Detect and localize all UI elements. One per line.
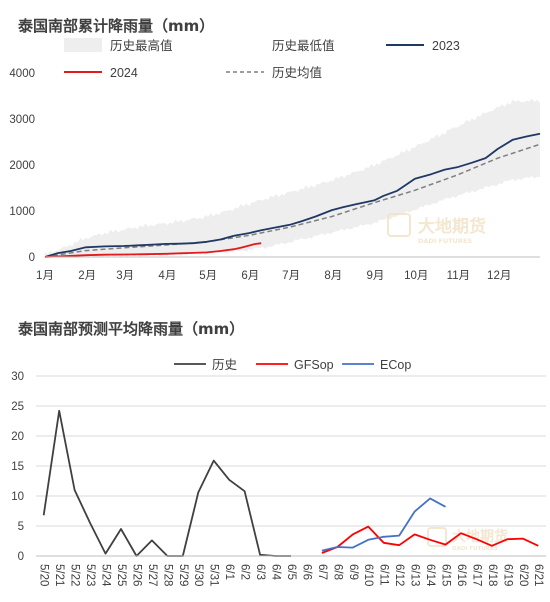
chart2-x-tick-label: 6/17 bbox=[470, 564, 482, 586]
chart1-x-tick-label: 12月 bbox=[487, 270, 511, 282]
chart2-x-tick-label: 6/8 bbox=[331, 564, 343, 580]
chart1-x-tick-label: 11月 bbox=[447, 270, 470, 282]
chart2-y-tick-label: 10 bbox=[11, 491, 24, 503]
chart2-x-tick-label: 6/6 bbox=[300, 564, 312, 580]
chart2-x-tick-label: 6/5 bbox=[285, 564, 297, 580]
chart2-x-tick-label: 6/7 bbox=[316, 564, 328, 580]
chart1-x-tick-label: 5月 bbox=[199, 270, 217, 282]
chart2-x-tick-label: 5/26 bbox=[130, 564, 142, 586]
chart2-x-tick-label: 6/11 bbox=[378, 564, 390, 586]
chart1-x-tick-label: 10月 bbox=[404, 270, 428, 282]
chart2-watermark-subtext: DADI FUTURES bbox=[452, 546, 498, 552]
chart1-y-tick-label: 1000 bbox=[9, 206, 35, 218]
chart1-x-tick-label: 1月 bbox=[36, 270, 54, 282]
legend-label-history: 历史 bbox=[212, 358, 238, 372]
chart2-watermark: 大地期货 DADI FUTURES bbox=[427, 527, 508, 552]
legend-swatch-min bbox=[226, 38, 264, 52]
legend-label-2023: 2023 bbox=[432, 39, 460, 53]
chart2-series-lines bbox=[42, 409, 539, 557]
legend-label-2024: 2024 bbox=[110, 66, 138, 80]
chart2-x-tick-label: 6/18 bbox=[486, 564, 498, 586]
chart2-y-tick-label: 15 bbox=[11, 461, 24, 473]
chart1-x-tick-label: 7月 bbox=[282, 270, 300, 282]
chart2-x-tick-label: 5/28 bbox=[161, 564, 173, 586]
chart2-x-tick-label: 6/10 bbox=[362, 564, 374, 586]
chart2-legend: 历史 GFSop ECop bbox=[174, 358, 411, 372]
chart2-gridlines bbox=[36, 375, 546, 527]
chart2-x-tick-label: 5/21 bbox=[53, 564, 65, 586]
legend-label-min: 历史最低值 bbox=[272, 38, 335, 53]
chart2-x-tick-label: 5/25 bbox=[115, 564, 127, 586]
chart2-x-tick-label: 6/4 bbox=[270, 564, 282, 581]
chart2-axes: 0 5 10 15 20 25 30 5/20 5/21 5/22 5/23 5/24 5/25 5/26… bbox=[11, 371, 546, 587]
chart2-y-tick-label: 25 bbox=[11, 401, 24, 413]
chart2-y-tick-label: 30 bbox=[11, 371, 24, 383]
chart1-x-tick-label: 2月 bbox=[78, 270, 96, 282]
chart2-x-tick-label: 5/24 bbox=[100, 564, 112, 587]
chart2-x-tick-label: 5/22 bbox=[69, 564, 81, 586]
chart2-x-tick-label: 5/23 bbox=[84, 564, 96, 586]
chart1-title: 泰国南部累计降雨量（mm） bbox=[17, 17, 214, 35]
chart1-y-tick-label: 4000 bbox=[9, 68, 35, 80]
chart2-x-tick-label: 6/13 bbox=[409, 564, 421, 586]
series-line-ecop bbox=[321, 497, 446, 552]
legend-label-ec: ECop bbox=[380, 358, 411, 372]
chart2-x-tick-label: 6/1 bbox=[223, 564, 235, 580]
series-line-gfsop bbox=[321, 525, 539, 554]
legend-label-max: 历史最高值 bbox=[110, 38, 173, 53]
series-line-2023 bbox=[44, 132, 541, 258]
cumulative-rainfall-chart: 泰国南部累计降雨量（mm） 历史最高值 历史最低值 2023 2024 历史均值… bbox=[9, 17, 541, 282]
chart1-y-tick-label: 3000 bbox=[9, 114, 35, 126]
chart2-x-tick-label: 5/27 bbox=[146, 564, 158, 586]
chart2-watermark-text: 大地期货 bbox=[452, 528, 508, 545]
legend-label-gfs: GFSop bbox=[294, 358, 334, 372]
chart2-x-tick-label: 5/29 bbox=[177, 564, 189, 586]
series-line-history bbox=[42, 409, 291, 557]
chart2-y-tick-label: 5 bbox=[18, 521, 24, 533]
chart1-series-lines bbox=[44, 132, 541, 258]
watermark-logo-icon bbox=[387, 213, 411, 237]
chart1-x-tick-label: 3月 bbox=[116, 270, 134, 282]
chart1-watermark: 大地期货 DADI FUTURES bbox=[387, 213, 486, 245]
legend-swatch-max bbox=[64, 38, 102, 52]
chart2-x-tick-label: 6/9 bbox=[347, 564, 359, 580]
chart2-x-tick-label: 6/2 bbox=[239, 564, 251, 580]
chart2-title: 泰国南部预测平均降雨量（mm） bbox=[17, 320, 244, 338]
chart2-x-tick-label: 6/12 bbox=[393, 564, 405, 586]
chart2-y-tick-label: 0 bbox=[18, 551, 24, 563]
chart2-x-tick-label: 6/21 bbox=[532, 564, 544, 586]
chart2-x-tick-label: 6/20 bbox=[517, 564, 529, 586]
historical-range-area bbox=[45, 98, 540, 257]
chart1-historical-band bbox=[45, 98, 540, 257]
chart2-x-tick-label: 5/30 bbox=[192, 564, 204, 586]
watermark-logo-icon bbox=[427, 527, 447, 547]
forecast-rainfall-chart: 泰国南部预测平均降雨量（mm） 历史 GFSop ECop 大地期货 DADI … bbox=[11, 320, 546, 587]
chart2-x-tick-label: 5/31 bbox=[208, 564, 220, 586]
chart2-y-tick-label: 20 bbox=[11, 431, 24, 443]
chart1-x-tick-label: 6月 bbox=[241, 270, 259, 282]
chart2-x-tick-label: 5/20 bbox=[38, 564, 50, 586]
chart1-axes: 0 1000 2000 3000 4000 1月 2月 3月 4月 5月 6月 7月 8月 9月 10月 11… bbox=[9, 68, 540, 282]
chart1-y-tick-label: 2000 bbox=[9, 160, 35, 172]
chart2-x-tick-label: 6/3 bbox=[254, 564, 266, 580]
chart1-x-tick-label: 8月 bbox=[324, 270, 342, 282]
legend-label-avg: 历史均值 bbox=[272, 65, 322, 80]
chart1-legend: 历史最高值 历史最低值 2023 2024 历史均值 bbox=[64, 38, 460, 80]
chart1-watermark-subtext: DADI FUTURES bbox=[418, 237, 472, 245]
chart2-x-tick-label: 6/15 bbox=[440, 564, 452, 586]
chart1-watermark-text: 大地期货 bbox=[418, 216, 486, 237]
chart2-x-tick-label: 6/16 bbox=[455, 564, 467, 586]
chart2-x-tick-label: 6/14 bbox=[424, 564, 436, 587]
chart2-x-tick-label: 6/19 bbox=[501, 564, 513, 586]
chart1-y-tick-label: 0 bbox=[29, 252, 35, 264]
series-line-2024 bbox=[44, 242, 262, 258]
chart1-x-tick-label: 4月 bbox=[158, 270, 176, 282]
chart1-x-tick-label: 9月 bbox=[367, 270, 385, 282]
